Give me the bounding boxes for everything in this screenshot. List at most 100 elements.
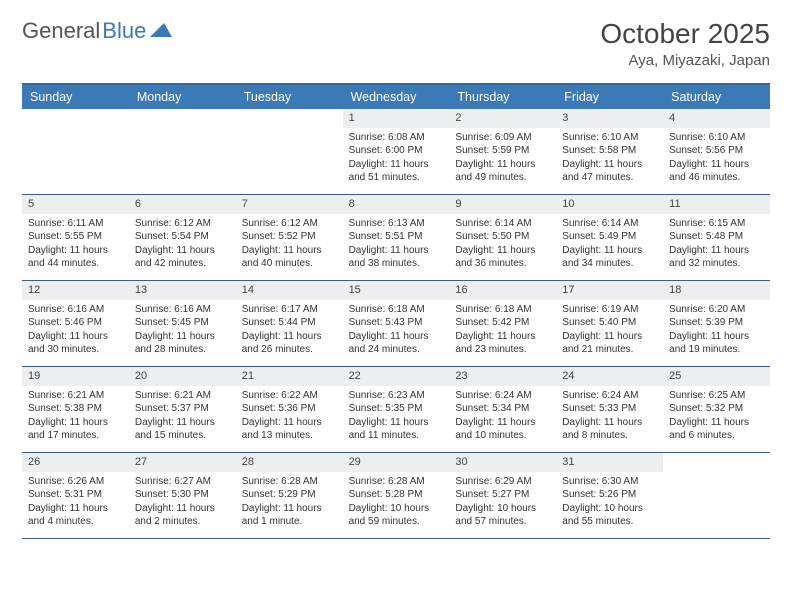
sunset-line: Sunset: 5:55 PM xyxy=(28,230,123,244)
sunrise-line: Sunrise: 6:10 AM xyxy=(669,131,764,145)
daylight-line: Daylight: 11 hours and 1 minute. xyxy=(242,502,337,529)
day-number: 22 xyxy=(343,367,450,386)
calendar-cell xyxy=(129,109,236,195)
sunset-line: Sunset: 5:42 PM xyxy=(455,316,550,330)
sunrise-line: Sunrise: 6:11 AM xyxy=(28,217,123,231)
calendar-cell: 6Sunrise: 6:12 AMSunset: 5:54 PMDaylight… xyxy=(129,195,236,281)
sunrise-line: Sunrise: 6:28 AM xyxy=(242,475,337,489)
calendar-cell: 9Sunrise: 6:14 AMSunset: 5:50 PMDaylight… xyxy=(449,195,556,281)
sunset-line: Sunset: 5:38 PM xyxy=(28,402,123,416)
sunrise-line: Sunrise: 6:10 AM xyxy=(562,131,657,145)
calendar-cell: 31Sunrise: 6:30 AMSunset: 5:26 PMDayligh… xyxy=(556,453,663,539)
day-number: 18 xyxy=(663,281,770,300)
calendar-cell: 29Sunrise: 6:28 AMSunset: 5:28 PMDayligh… xyxy=(343,453,450,539)
day-body: Sunrise: 6:21 AMSunset: 5:38 PMDaylight:… xyxy=(22,386,129,449)
sunrise-line: Sunrise: 6:13 AM xyxy=(349,217,444,231)
calendar-cell: 27Sunrise: 6:27 AMSunset: 5:30 PMDayligh… xyxy=(129,453,236,539)
daylight-line: Daylight: 11 hours and 34 minutes. xyxy=(562,244,657,271)
sunrise-line: Sunrise: 6:19 AM xyxy=(562,303,657,317)
day-number: 7 xyxy=(236,195,343,214)
day-body: Sunrise: 6:13 AMSunset: 5:51 PMDaylight:… xyxy=(343,214,450,277)
day-body: Sunrise: 6:16 AMSunset: 5:45 PMDaylight:… xyxy=(129,300,236,363)
calendar-cell xyxy=(22,109,129,195)
month-title: October 2025 xyxy=(600,18,770,50)
sunset-line: Sunset: 5:33 PM xyxy=(562,402,657,416)
weekday-header: Wednesday xyxy=(343,85,450,109)
calendar-grid: SundayMondayTuesdayWednesdayThursdayFrid… xyxy=(22,83,770,539)
calendar-cell: 16Sunrise: 6:18 AMSunset: 5:42 PMDayligh… xyxy=(449,281,556,367)
sunrise-line: Sunrise: 6:12 AM xyxy=(242,217,337,231)
calendar-cell: 4Sunrise: 6:10 AMSunset: 5:56 PMDaylight… xyxy=(663,109,770,195)
weekday-header: Thursday xyxy=(449,85,556,109)
sunset-line: Sunset: 5:34 PM xyxy=(455,402,550,416)
sunset-line: Sunset: 5:30 PM xyxy=(135,488,230,502)
day-body: Sunrise: 6:14 AMSunset: 5:49 PMDaylight:… xyxy=(556,214,663,277)
daylight-line: Daylight: 11 hours and 13 minutes. xyxy=(242,416,337,443)
sunrise-line: Sunrise: 6:17 AM xyxy=(242,303,337,317)
day-number: 2 xyxy=(449,109,556,128)
sunrise-line: Sunrise: 6:25 AM xyxy=(669,389,764,403)
day-body: Sunrise: 6:27 AMSunset: 5:30 PMDaylight:… xyxy=(129,472,236,535)
day-number: 20 xyxy=(129,367,236,386)
day-number: 25 xyxy=(663,367,770,386)
weekday-header: Sunday xyxy=(22,85,129,109)
daylight-line: Daylight: 11 hours and 36 minutes. xyxy=(455,244,550,271)
sunrise-line: Sunrise: 6:22 AM xyxy=(242,389,337,403)
sunrise-line: Sunrise: 6:21 AM xyxy=(28,389,123,403)
calendar-cell: 26Sunrise: 6:26 AMSunset: 5:31 PMDayligh… xyxy=(22,453,129,539)
daylight-line: Daylight: 11 hours and 24 minutes. xyxy=(349,330,444,357)
day-body: Sunrise: 6:21 AMSunset: 5:37 PMDaylight:… xyxy=(129,386,236,449)
day-number: 1 xyxy=(343,109,450,128)
day-body: Sunrise: 6:10 AMSunset: 5:58 PMDaylight:… xyxy=(556,128,663,191)
daylight-line: Daylight: 11 hours and 28 minutes. xyxy=(135,330,230,357)
sunset-line: Sunset: 5:28 PM xyxy=(349,488,444,502)
sunset-line: Sunset: 5:32 PM xyxy=(669,402,764,416)
sunrise-line: Sunrise: 6:16 AM xyxy=(28,303,123,317)
calendar-cell: 2Sunrise: 6:09 AMSunset: 5:59 PMDaylight… xyxy=(449,109,556,195)
day-number: 23 xyxy=(449,367,556,386)
sunrise-line: Sunrise: 6:14 AM xyxy=(455,217,550,231)
sunset-line: Sunset: 5:45 PM xyxy=(135,316,230,330)
calendar-cell: 5Sunrise: 6:11 AMSunset: 5:55 PMDaylight… xyxy=(22,195,129,281)
sunrise-line: Sunrise: 6:18 AM xyxy=(349,303,444,317)
calendar-cell: 11Sunrise: 6:15 AMSunset: 5:48 PMDayligh… xyxy=(663,195,770,281)
calendar-cell xyxy=(236,109,343,195)
sunrise-line: Sunrise: 6:23 AM xyxy=(349,389,444,403)
logo-text-1: General xyxy=(22,18,100,44)
title-block: October 2025 Aya, Miyazaki, Japan xyxy=(600,18,770,69)
daylight-line: Daylight: 11 hours and 44 minutes. xyxy=(28,244,123,271)
sunset-line: Sunset: 5:31 PM xyxy=(28,488,123,502)
day-body: Sunrise: 6:29 AMSunset: 5:27 PMDaylight:… xyxy=(449,472,556,535)
calendar-cell: 13Sunrise: 6:16 AMSunset: 5:45 PMDayligh… xyxy=(129,281,236,367)
sunrise-line: Sunrise: 6:27 AM xyxy=(135,475,230,489)
weekday-header: Saturday xyxy=(663,85,770,109)
day-body: Sunrise: 6:28 AMSunset: 5:28 PMDaylight:… xyxy=(343,472,450,535)
sunset-line: Sunset: 5:40 PM xyxy=(562,316,657,330)
daylight-line: Daylight: 11 hours and 30 minutes. xyxy=(28,330,123,357)
day-body: Sunrise: 6:11 AMSunset: 5:55 PMDaylight:… xyxy=(22,214,129,277)
daylight-line: Daylight: 11 hours and 38 minutes. xyxy=(349,244,444,271)
day-body: Sunrise: 6:28 AMSunset: 5:29 PMDaylight:… xyxy=(236,472,343,535)
day-number: 15 xyxy=(343,281,450,300)
daylight-line: Daylight: 11 hours and 49 minutes. xyxy=(455,158,550,185)
sunset-line: Sunset: 5:44 PM xyxy=(242,316,337,330)
day-body: Sunrise: 6:22 AMSunset: 5:36 PMDaylight:… xyxy=(236,386,343,449)
day-body: Sunrise: 6:19 AMSunset: 5:40 PMDaylight:… xyxy=(556,300,663,363)
day-number: 30 xyxy=(449,453,556,472)
daylight-line: Daylight: 11 hours and 42 minutes. xyxy=(135,244,230,271)
logo-text-2: Blue xyxy=(102,18,146,44)
sunset-line: Sunset: 5:35 PM xyxy=(349,402,444,416)
sunset-line: Sunset: 5:48 PM xyxy=(669,230,764,244)
daylight-line: Daylight: 10 hours and 59 minutes. xyxy=(349,502,444,529)
sunrise-line: Sunrise: 6:28 AM xyxy=(349,475,444,489)
location: Aya, Miyazaki, Japan xyxy=(600,52,770,69)
day-number: 24 xyxy=(556,367,663,386)
sunset-line: Sunset: 5:29 PM xyxy=(242,488,337,502)
calendar-cell: 14Sunrise: 6:17 AMSunset: 5:44 PMDayligh… xyxy=(236,281,343,367)
sunset-line: Sunset: 5:43 PM xyxy=(349,316,444,330)
triangle-icon xyxy=(150,21,172,42)
day-body: Sunrise: 6:18 AMSunset: 5:43 PMDaylight:… xyxy=(343,300,450,363)
daylight-line: Daylight: 11 hours and 47 minutes. xyxy=(562,158,657,185)
day-number: 27 xyxy=(129,453,236,472)
day-number: 3 xyxy=(556,109,663,128)
